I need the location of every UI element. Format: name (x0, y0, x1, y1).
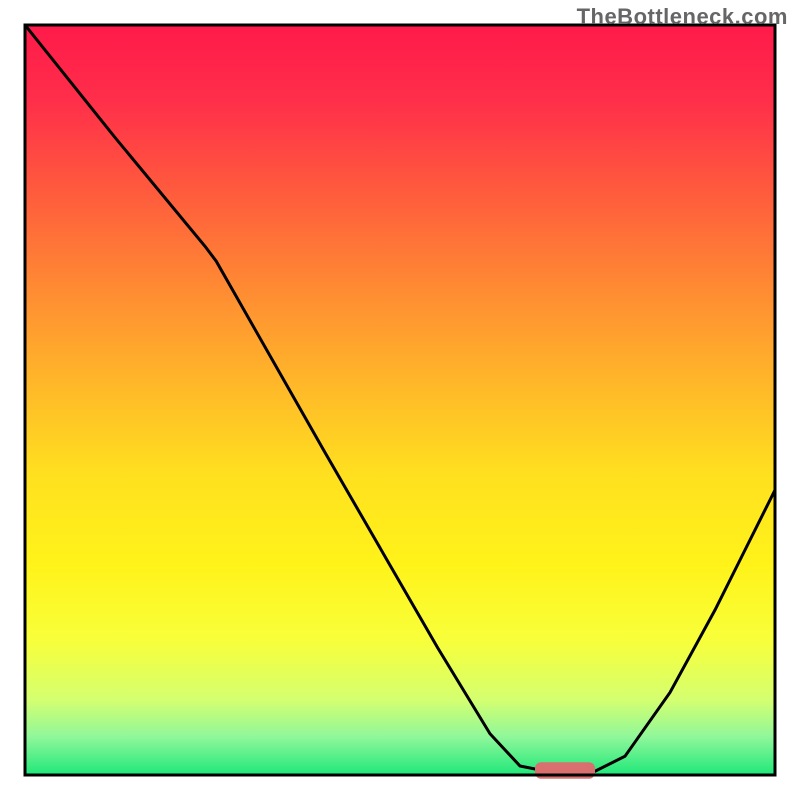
plot-background-gradient (25, 25, 775, 775)
gradient-line-chart (0, 0, 800, 800)
chart-container: TheBottleneck.com (0, 0, 800, 800)
watermark-text: TheBottleneck.com (577, 4, 788, 30)
